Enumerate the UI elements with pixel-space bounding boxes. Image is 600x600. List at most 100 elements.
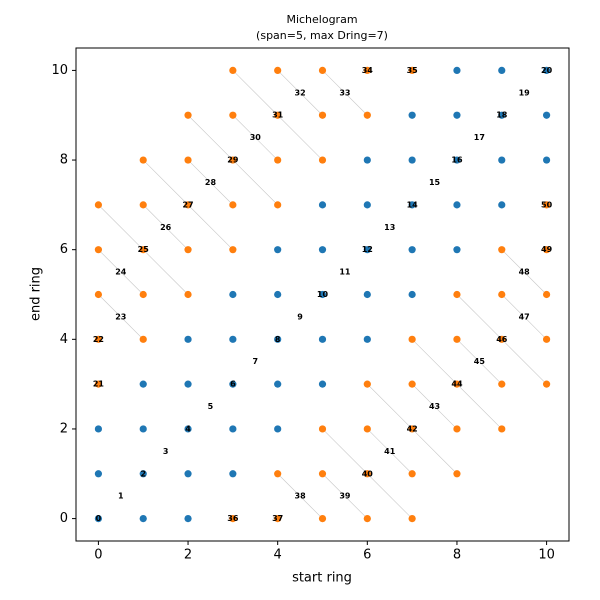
annotation: 44 <box>451 380 463 389</box>
annotation: 9 <box>297 312 303 321</box>
point <box>139 380 147 388</box>
annotation: 41 <box>384 447 396 456</box>
annotation: 46 <box>496 335 508 344</box>
point <box>139 290 147 299</box>
annotation: 4 <box>185 424 191 433</box>
connector <box>456 383 502 430</box>
annotation: 31 <box>272 111 284 120</box>
point <box>184 156 192 164</box>
connector <box>411 383 458 430</box>
point <box>498 111 506 119</box>
chart-title: Michelogram <box>286 13 357 26</box>
chart-subtitle: (span=5, max Dring=7) <box>256 29 388 42</box>
annotation: 0 <box>96 514 102 523</box>
point <box>408 246 416 254</box>
point <box>229 470 237 478</box>
plot-frame <box>75 47 570 542</box>
annotation: 10 <box>317 290 329 299</box>
point <box>139 470 147 478</box>
connector <box>98 204 144 250</box>
connector <box>277 70 323 116</box>
point <box>94 514 103 523</box>
point <box>408 201 416 209</box>
point <box>363 425 371 433</box>
point <box>498 425 506 433</box>
point <box>229 425 237 433</box>
annotation: 24 <box>115 268 127 277</box>
point <box>229 66 237 75</box>
annotation: 42 <box>407 424 418 433</box>
point <box>408 335 416 343</box>
point <box>318 470 327 478</box>
point <box>94 470 103 478</box>
point <box>453 156 461 164</box>
point <box>94 425 103 433</box>
connector <box>187 115 234 161</box>
point <box>498 156 506 164</box>
point <box>229 380 237 388</box>
connector <box>367 473 413 519</box>
y-tick-label: 10 <box>51 63 68 78</box>
annotation: 15 <box>429 178 441 187</box>
connector <box>187 159 234 206</box>
point <box>139 335 147 343</box>
point <box>408 66 416 75</box>
x-tick-label: 10 <box>538 548 555 563</box>
point <box>363 246 371 254</box>
connector <box>187 204 234 250</box>
point <box>498 66 506 75</box>
point <box>453 335 461 343</box>
y-tick-label: 4 <box>60 332 68 347</box>
point <box>94 246 103 254</box>
point <box>139 246 147 254</box>
connector <box>143 159 189 206</box>
point <box>498 246 506 254</box>
connector <box>367 383 413 430</box>
annotation: 8 <box>275 335 281 344</box>
annotation: 21 <box>93 380 105 389</box>
point <box>363 156 371 164</box>
connector <box>501 294 547 340</box>
point <box>318 111 327 119</box>
annotation: 48 <box>519 268 531 277</box>
point <box>542 290 551 299</box>
point <box>363 380 371 388</box>
point <box>318 514 327 523</box>
point <box>408 111 416 119</box>
point <box>408 290 416 299</box>
point <box>363 470 371 478</box>
connector <box>277 473 323 519</box>
annotation: 27 <box>182 200 193 209</box>
annotation: 39 <box>339 492 351 501</box>
point <box>139 156 147 164</box>
connector <box>411 339 458 385</box>
connector <box>277 115 323 161</box>
annotation: 18 <box>496 111 508 120</box>
point <box>542 380 551 388</box>
annotation: 17 <box>474 133 485 142</box>
point <box>498 201 506 209</box>
connector <box>98 294 144 340</box>
point <box>184 201 192 209</box>
point <box>542 111 551 119</box>
point <box>408 380 416 388</box>
y-tick-label: 8 <box>60 153 68 168</box>
point <box>184 425 192 433</box>
point <box>318 66 327 75</box>
point <box>184 470 192 478</box>
point <box>94 201 103 209</box>
point <box>453 246 461 254</box>
connector <box>322 473 368 519</box>
connector <box>322 428 368 474</box>
annotation: 20 <box>541 66 553 75</box>
point <box>229 290 237 299</box>
x-tick-label: 8 <box>453 548 461 563</box>
x-tick-label: 4 <box>274 548 282 563</box>
point <box>542 156 551 164</box>
annotation: 7 <box>252 357 258 366</box>
annotation: 34 <box>362 66 374 75</box>
point <box>274 111 282 119</box>
annotation: 25 <box>138 245 150 254</box>
annotation: 22 <box>93 335 104 344</box>
